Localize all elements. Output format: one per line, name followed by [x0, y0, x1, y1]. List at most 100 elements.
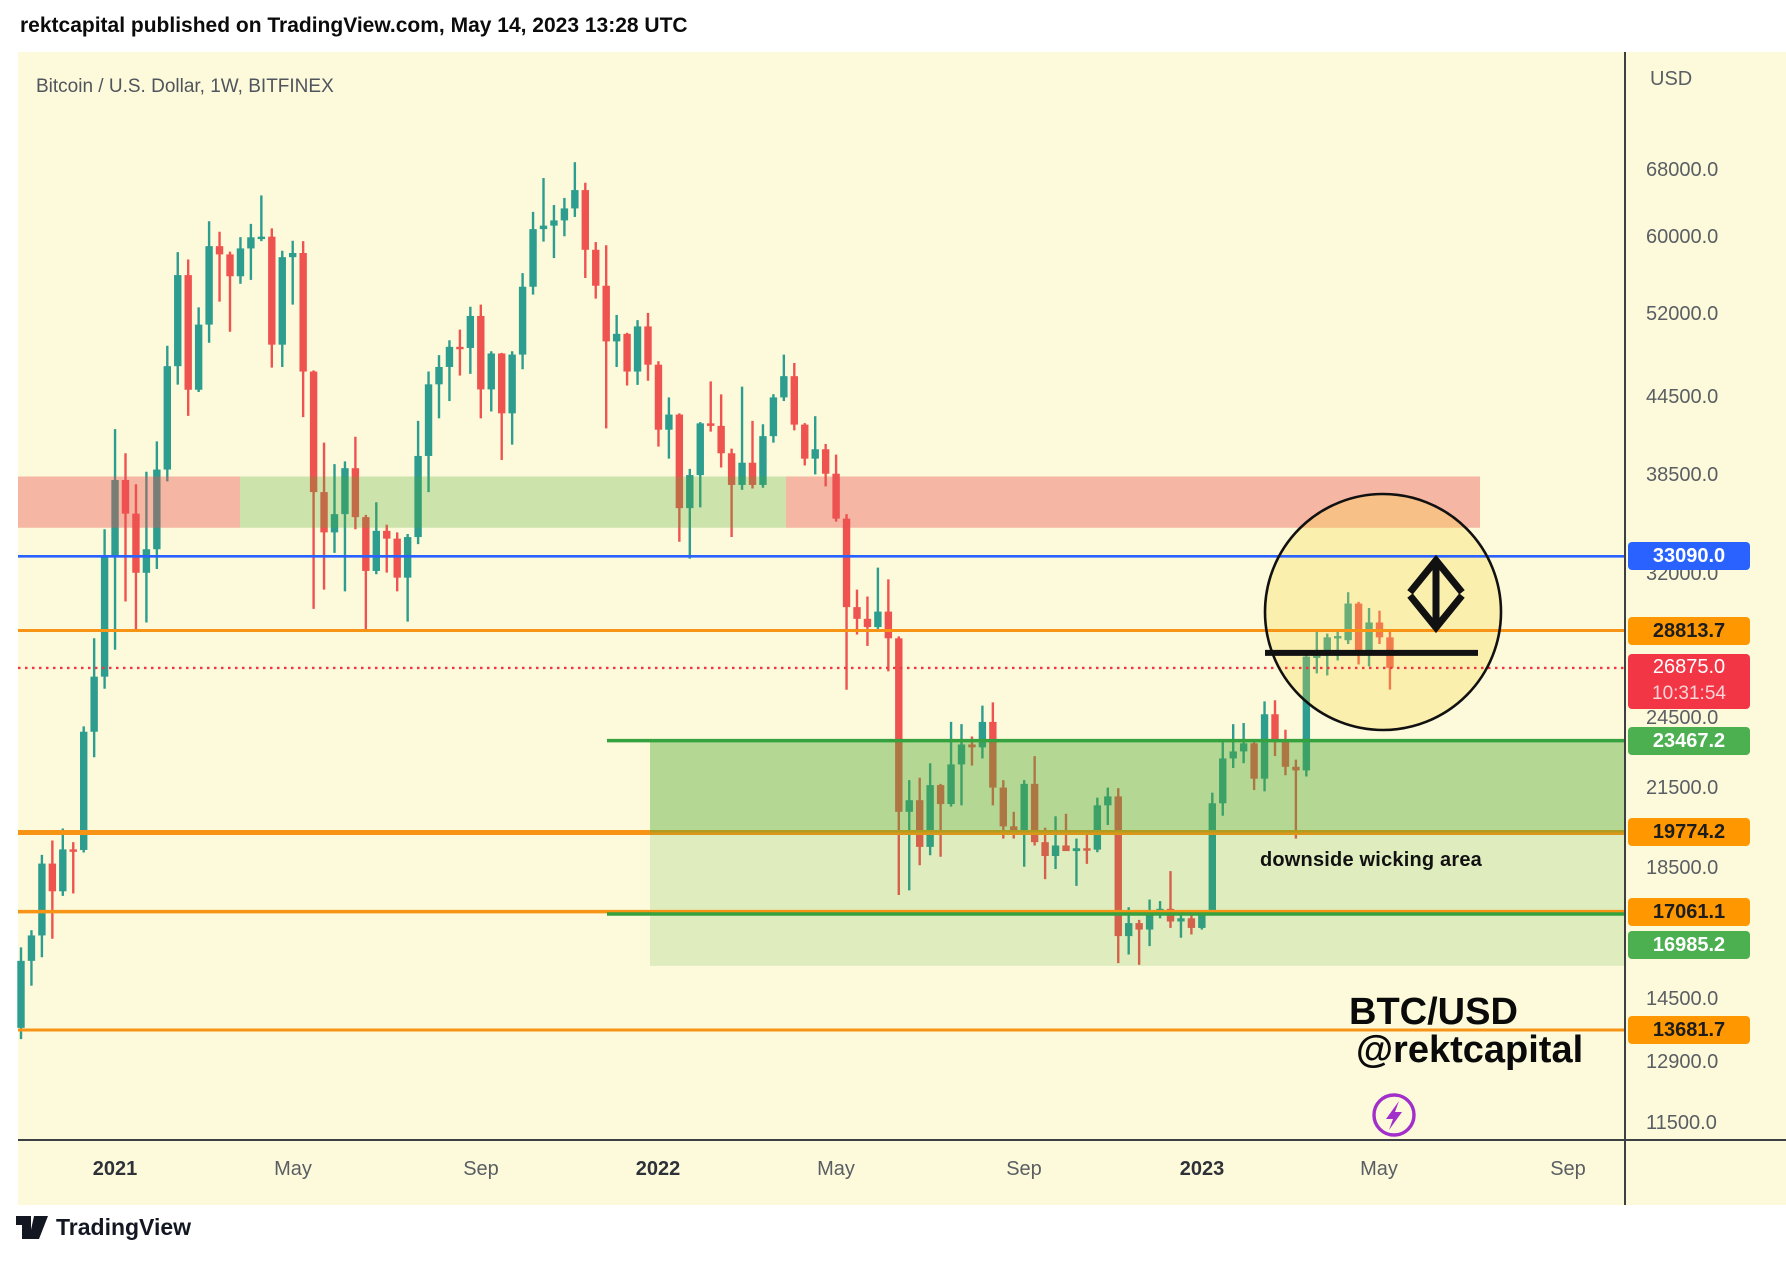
candle — [362, 514, 370, 631]
price-badge-value: 19774.2 — [1652, 821, 1726, 844]
chart-background — [18, 52, 1786, 1205]
candle — [612, 314, 621, 367]
downside-wicking-area-label: downside wicking area — [1259, 849, 1483, 871]
price-badge-26875.0: 26875.0 10:31:54 — [1628, 653, 1750, 709]
candle — [508, 351, 516, 445]
candle — [498, 352, 506, 460]
candle — [842, 514, 851, 690]
candle — [1365, 608, 1373, 667]
candle — [978, 705, 987, 759]
candle — [403, 533, 412, 622]
candle — [1177, 913, 1185, 938]
candle — [801, 423, 809, 466]
candle — [309, 370, 318, 609]
price-badge-value: 17061.1 — [1652, 900, 1726, 923]
time-axis-label-2021: 2021 — [92, 1158, 138, 1180]
candle — [581, 182, 589, 278]
candle — [529, 211, 537, 295]
candle — [1292, 759, 1300, 839]
price-badge-value: 16985.2 — [1652, 934, 1726, 956]
candle — [1135, 919, 1143, 965]
candle — [393, 532, 401, 592]
candle — [69, 842, 77, 894]
candle — [466, 306, 475, 374]
candle — [27, 930, 36, 986]
resistance-zone-left-red — [18, 476, 240, 528]
candle — [1229, 724, 1237, 768]
candle — [790, 362, 798, 431]
candle — [153, 441, 161, 569]
price-tick-21500.0: 21500.0 — [1646, 776, 1719, 799]
resistance-zone-right-red — [786, 476, 1480, 528]
circle-annotation — [1263, 492, 1503, 732]
candle — [1145, 899, 1154, 947]
candle — [936, 783, 945, 857]
candle — [59, 828, 67, 896]
price-tick-68000.0: 68000.0 — [1646, 159, 1719, 181]
time-axis-label-May: May — [274, 1158, 312, 1180]
candle — [821, 443, 830, 487]
candle — [1114, 788, 1122, 964]
candle — [445, 340, 454, 402]
candle — [1302, 650, 1311, 777]
chart-title: Bitcoin / U.S. Dollar, 1W, BITFINEX — [36, 76, 334, 97]
candle — [999, 780, 1007, 839]
candle — [17, 947, 25, 1040]
price-tick-11500.0: 11500.0 — [1646, 1112, 1717, 1135]
candle — [299, 241, 307, 418]
downside-wicking-zone-light — [650, 740, 1625, 966]
lightning-bolt-icon — [1372, 1093, 1416, 1137]
candle — [100, 529, 109, 689]
candle — [487, 351, 495, 412]
candle — [372, 502, 380, 575]
candle — [759, 424, 767, 488]
candle — [633, 320, 642, 385]
price-badge-value: 13681.7 — [1652, 1019, 1726, 1041]
candle — [957, 724, 966, 806]
candle — [811, 416, 819, 475]
candle — [257, 195, 266, 242]
price-badge-33090.0: 33090.0 — [1628, 542, 1750, 571]
price-tick-12900.0: 12900.0 — [1646, 1050, 1719, 1073]
time-axis-label-Sep: Sep — [1550, 1158, 1586, 1180]
candle — [1344, 592, 1352, 644]
candle — [832, 454, 840, 522]
candle — [686, 468, 694, 559]
candle — [602, 245, 610, 429]
candle — [1187, 914, 1196, 935]
candle — [863, 596, 872, 646]
candle — [550, 205, 558, 259]
candle — [769, 394, 778, 443]
circle-annotation-fill — [1265, 494, 1501, 730]
price-badge-value: 33090.0 — [1652, 545, 1726, 568]
candle — [184, 259, 192, 416]
candle — [247, 223, 255, 280]
candle — [592, 242, 600, 299]
candle — [289, 240, 297, 305]
candle — [142, 471, 151, 623]
candle — [1239, 723, 1248, 764]
candle — [435, 355, 443, 419]
candle — [1219, 742, 1227, 816]
consolidation-zone-green — [240, 476, 786, 528]
price-badge-28813.7: 28813.7 — [1628, 616, 1750, 645]
candle — [895, 636, 903, 895]
tradingview-brand-label[interactable]: TradingView — [56, 1214, 192, 1240]
time-axis-label-May: May — [1360, 1158, 1398, 1180]
candle — [560, 197, 569, 237]
candle — [424, 371, 433, 493]
candle — [205, 221, 213, 343]
candle — [48, 840, 57, 939]
candle — [989, 702, 997, 806]
candle — [926, 763, 934, 856]
candle — [696, 422, 704, 508]
candle — [341, 461, 349, 592]
candle — [414, 420, 422, 545]
candle — [748, 420, 757, 489]
candle — [644, 312, 652, 381]
updown-arrow-icon — [1407, 554, 1465, 634]
candle — [1260, 701, 1269, 792]
tradingview-logo-icon[interactable] — [16, 1216, 48, 1239]
candle — [1208, 792, 1216, 916]
